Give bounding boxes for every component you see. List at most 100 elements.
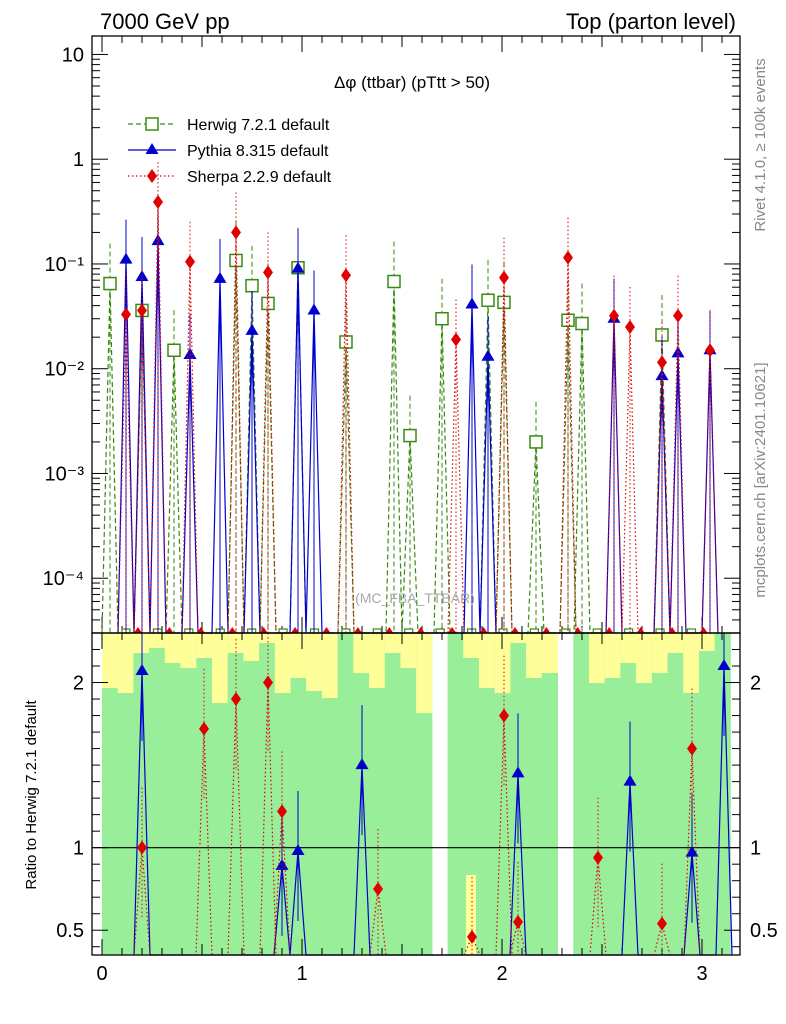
floor-marker-sherpa	[353, 627, 362, 633]
ratio-frame	[91, 632, 741, 956]
data-point-herwig	[339, 335, 353, 349]
ratio-y-tick-label: 1	[750, 838, 761, 860]
band-green	[683, 633, 700, 955]
legend-marker-sherpa	[147, 169, 157, 183]
floor-marker-sherpa	[510, 627, 519, 633]
band-yellow	[149, 633, 166, 648]
floor-marker-sherpa	[479, 627, 488, 633]
ratio-point-pythia	[291, 843, 305, 855]
data-point-herwig	[403, 428, 417, 443]
band-yellow	[384, 633, 401, 653]
series-sherpa	[117, 162, 719, 634]
series-line-herwig	[101, 260, 671, 634]
x-tick-label: 0	[96, 963, 107, 985]
x-tick-label: 2	[496, 963, 507, 985]
floor-marker-sherpa	[322, 627, 331, 633]
ratio-point-sherpa	[137, 840, 147, 855]
band-green	[667, 633, 684, 955]
ratio-point-pythia	[355, 758, 369, 770]
ratio-point-sherpa	[373, 881, 383, 896]
data-point-herwig	[103, 276, 117, 291]
floor-marker-sherpa	[416, 627, 425, 633]
data-point-pythia	[119, 252, 133, 264]
data-point-pythia	[291, 261, 305, 273]
band-green	[526, 633, 543, 955]
band-green	[180, 633, 197, 955]
band-green	[133, 633, 150, 955]
y-tick-label: 10⁻³	[45, 463, 85, 485]
data-point-sherpa	[121, 307, 131, 322]
x-tick-label: 1	[296, 963, 307, 985]
band-green	[478, 633, 496, 955]
series-line-pythia	[117, 241, 719, 634]
band-yellow	[227, 633, 244, 653]
floor-marker-sherpa	[542, 627, 551, 633]
data-point-sherpa	[231, 225, 241, 240]
legend-label-pythia: Pythia 8.315 default	[187, 143, 329, 160]
band-yellow	[463, 633, 480, 658]
band-yellow	[683, 633, 700, 693]
floor-marker-sherpa	[605, 627, 614, 633]
data-point-pythia	[151, 234, 165, 246]
data-point-sherpa	[657, 355, 667, 370]
data-point-pythia	[481, 349, 495, 361]
data-point-sherpa	[451, 332, 461, 347]
x-tick-label: 3	[696, 963, 707, 985]
band-green	[337, 633, 354, 955]
floor-marker-sherpa	[385, 627, 394, 633]
ratio-y-tick-label: 2	[750, 673, 761, 695]
floor-marker-sherpa	[448, 627, 457, 633]
band-green	[416, 633, 433, 955]
legend: Herwig 7.2.1 default Pythia 8.315 defaul…	[128, 117, 332, 186]
band-yellow	[211, 633, 229, 703]
floor-marker-sherpa	[699, 627, 708, 633]
legend-item-sherpa: Sherpa 2.2.9 default	[128, 169, 332, 186]
band-green	[620, 633, 637, 955]
ratio-point-sherpa	[199, 721, 209, 736]
band-yellow	[541, 633, 559, 673]
band-yellow	[306, 633, 323, 691]
band-yellow	[196, 633, 213, 658]
band-green	[321, 633, 339, 955]
axis-ticks	[92, 36, 740, 955]
floor-marker-sherpa	[668, 627, 677, 633]
ratio-point-sherpa	[467, 929, 477, 944]
ratio-ylabel: Ratio to Herwig 7.2.1 default	[23, 700, 40, 890]
band-green	[243, 633, 260, 955]
band-yellow	[117, 633, 134, 693]
data-point-sherpa	[137, 303, 147, 318]
axis-labels: 10⁻⁴ 10⁻³ 10⁻² 10⁻¹ 1 10 0 1 2 3 0.5 0.5 1 1 2 2	[43, 44, 778, 985]
legend-label-herwig: Herwig 7.2.1 default	[187, 117, 330, 134]
band-yellow	[290, 633, 307, 678]
band-green	[604, 633, 621, 955]
ratio-y-tick-label: 2	[73, 673, 84, 695]
band-yellow	[243, 633, 260, 661]
rivet-label: Rivet 4.1.0, ≥ 100k events	[752, 58, 769, 231]
ratio-point-pythia	[685, 845, 699, 857]
band-yellow	[526, 633, 543, 678]
legend-item-herwig: Herwig 7.2.1 default	[128, 117, 330, 134]
y-tick-label: 10⁻¹	[45, 254, 85, 276]
floor-marker-sherpa	[134, 627, 142, 633]
band-yellow	[510, 633, 527, 643]
band-green	[463, 633, 480, 955]
ratio-y-tick-label: 1	[73, 838, 84, 860]
header-right: Top (parton level)	[566, 9, 736, 34]
floor-marker-sherpa	[291, 627, 300, 633]
band-yellow	[651, 633, 668, 673]
ratio-point-sherpa	[499, 708, 509, 723]
ratio-point-pythia	[135, 663, 149, 675]
ratio-y-tick-label: 0.5	[750, 920, 778, 942]
chart-title: Δφ (ttbar) (pTtt > 50)	[334, 73, 490, 92]
band-green	[588, 633, 606, 955]
data-point-pythia	[213, 271, 227, 283]
band-green	[117, 633, 134, 955]
band-green	[211, 633, 229, 955]
floor-marker-sherpa	[636, 627, 645, 633]
header-left: 7000 GeV pp	[100, 9, 230, 34]
band-yellow	[400, 633, 417, 668]
floor-marker-sherpa	[196, 627, 205, 633]
data-point-pythia	[245, 323, 259, 335]
band-yellow	[164, 633, 182, 663]
band-green	[164, 633, 182, 955]
